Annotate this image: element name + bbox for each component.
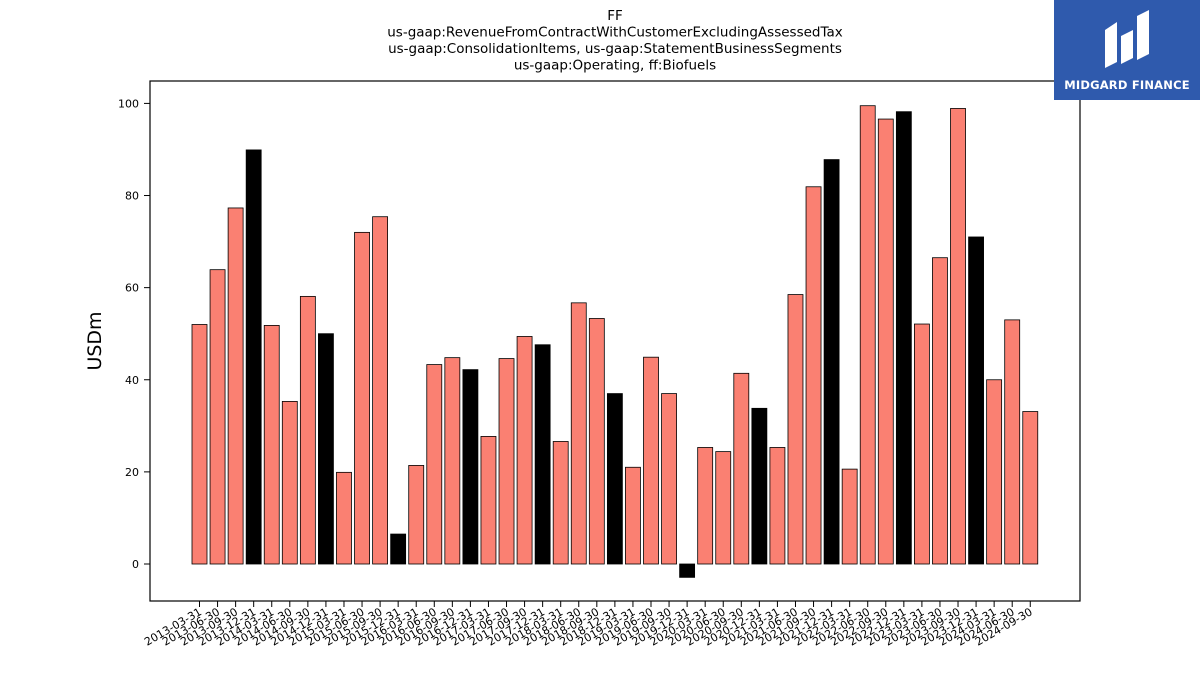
y-tick-label: 0	[132, 558, 139, 571]
logo-mark-icon	[1105, 10, 1149, 68]
bar-2024-09-30	[1022, 411, 1039, 565]
bar-2024-03-31	[986, 379, 1003, 565]
bar-2022-12-31	[895, 111, 912, 565]
bar-2021-06-30	[787, 294, 804, 565]
bar-2017-03-31	[480, 436, 497, 565]
bar-2015-09-30	[372, 216, 389, 565]
bar-2024-06-30	[1004, 319, 1021, 565]
y-tick-label: 80	[125, 190, 139, 203]
bar-2014-03-31	[263, 325, 280, 565]
bar-2016-09-30	[444, 357, 461, 565]
bar-2021-03-31	[769, 447, 786, 565]
bar-2019-03-31	[625, 466, 641, 565]
chart-title-line: us-gaap:Operating, ff:Biofuels	[514, 58, 716, 74]
bar-2022-09-30	[877, 118, 894, 565]
y-axis: 0 20 40 60 80 100	[118, 97, 150, 571]
bar-2020-12-31	[751, 407, 768, 565]
bar-2019-06-30	[643, 356, 659, 565]
bar-2023-06-30	[932, 257, 948, 565]
bar-2016-12-31	[462, 369, 479, 565]
bar-2019-12-31	[679, 563, 696, 578]
bar-2015-06-30	[354, 231, 370, 565]
x-axis: 2013-03-312013-06-302013-09-302013-12-31…	[142, 601, 1035, 649]
bar-2017-09-30	[516, 336, 533, 565]
bar-2013-03-31	[191, 324, 208, 565]
bar-2016-06-30	[426, 364, 443, 565]
bar-2020-06-30	[715, 451, 732, 565]
bar-2014-12-31	[318, 333, 334, 565]
bar-2021-09-30	[805, 186, 822, 565]
bar-2017-06-30	[498, 358, 515, 565]
bar-2018-12-31	[606, 393, 623, 565]
bar-2023-09-30	[950, 108, 966, 565]
bars	[191, 105, 1039, 578]
bar-2022-06-30	[859, 105, 876, 565]
bar-2013-09-30	[227, 207, 244, 565]
bar-2015-12-31	[390, 533, 407, 565]
y-tick-label: 60	[125, 282, 139, 295]
y-tick-label: 40	[125, 374, 139, 387]
bar-2013-12-31	[245, 149, 262, 565]
bar-2014-06-30	[281, 401, 298, 565]
bar-2019-09-30	[661, 393, 677, 565]
logo-text: MIDGARD FINANCE	[1064, 78, 1190, 92]
bar-2023-03-31	[914, 323, 930, 565]
bar-2015-03-31	[336, 471, 352, 565]
chart-title: FFus-gaap:RevenueFromContractWithCustome…	[387, 8, 843, 74]
bar-2020-09-30	[733, 372, 750, 565]
bar-2018-09-30	[588, 318, 605, 565]
bar-2017-12-31	[534, 344, 551, 565]
bar-2018-03-31	[552, 441, 569, 565]
bar-2023-12-31	[968, 236, 984, 565]
bar-2016-03-31	[408, 465, 425, 565]
y-axis-label: USDm	[84, 311, 106, 370]
bar-2014-09-30	[299, 295, 316, 565]
bar-2013-06-30	[209, 269, 226, 565]
y-tick-label: 20	[125, 466, 139, 479]
chart-title-line: us-gaap:RevenueFromContractWithCustomerE…	[387, 25, 843, 41]
bar-2021-12-31	[823, 159, 840, 565]
chart-title-line: us-gaap:ConsolidationItems, us-gaap:Stat…	[388, 41, 842, 57]
bar-2020-03-31	[697, 447, 714, 565]
midgard-finance-logo: MIDGARD FINANCE	[1054, 0, 1200, 100]
bar-2022-03-31	[841, 468, 858, 565]
chart-title-line: FF	[607, 8, 623, 24]
bar-2018-06-30	[570, 302, 587, 565]
y-tick-label: 100	[118, 97, 139, 110]
